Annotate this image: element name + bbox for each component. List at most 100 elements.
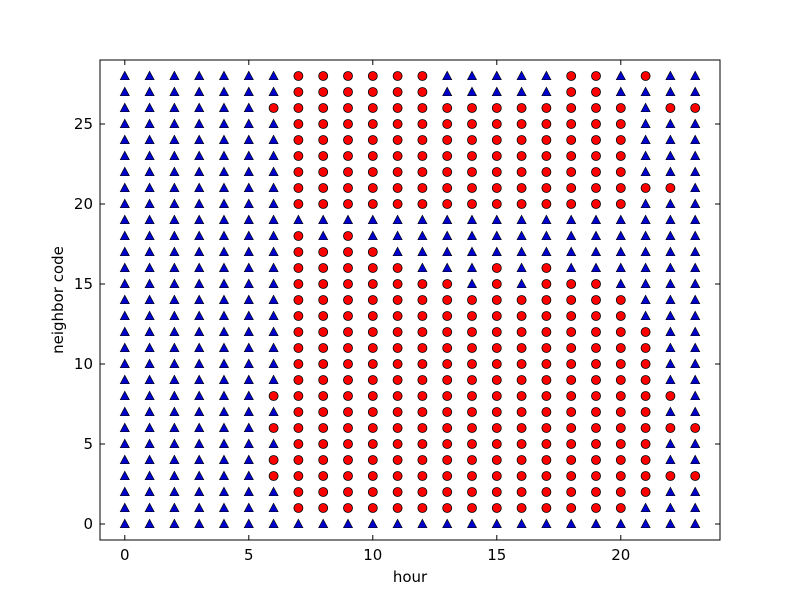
circle-marker [615,391,626,401]
circle-marker [392,135,403,145]
circle-marker [318,87,329,97]
triangle-marker [615,86,626,97]
triangle-marker [690,374,701,385]
triangle-marker [169,278,180,289]
circle-marker [442,471,453,481]
triangle-marker [243,230,254,241]
triangle-marker [268,198,279,209]
triangle-marker [243,86,254,97]
circle-marker [467,119,477,129]
circle-marker [293,247,304,257]
triangle-marker [665,438,676,449]
triangle-marker [218,214,230,225]
circle-marker [367,247,378,257]
triangle-marker [119,150,130,161]
circle-marker [566,423,577,433]
triangle-marker [690,326,701,337]
circle-marker [293,87,304,97]
triangle-marker [218,278,230,289]
circle-marker [591,359,601,369]
triangle-marker [218,342,230,353]
circle-marker [392,487,403,497]
triangle-marker [169,422,180,433]
circle-marker [293,135,304,145]
triangle-marker [218,118,230,129]
circle-marker [417,407,428,417]
triangle-marker [144,518,155,529]
circle-marker [566,327,577,337]
triangle-marker [466,518,478,529]
triangle-marker [119,198,130,209]
circle-marker [615,103,626,113]
triangle-marker [144,422,155,433]
circle-marker [392,119,403,129]
triangle-marker [243,70,254,81]
circle-marker [318,183,329,193]
triangle-marker [144,102,155,113]
circle-marker [491,343,502,353]
triangle-marker [119,166,130,177]
triangle-marker [218,486,230,497]
circle-marker [367,167,378,177]
triangle-marker [144,214,155,225]
triangle-marker [218,502,230,513]
circle-marker [417,295,428,305]
triangle-marker [144,278,155,289]
circle-marker [491,199,502,209]
triangle-marker [640,214,651,225]
triangle-marker [367,214,378,225]
triangle-marker [218,134,230,145]
circle-marker [343,183,353,193]
triangle-marker [218,166,230,177]
circle-marker [392,327,403,337]
triangle-marker [268,342,279,353]
circle-marker [516,343,527,353]
circle-marker [541,327,552,337]
circle-marker [467,391,477,401]
triangle-marker [690,246,701,257]
circle-marker [591,295,601,305]
circle-marker [467,327,477,337]
triangle-marker [566,214,577,225]
circle-marker [293,295,304,305]
circle-marker [367,71,378,81]
circle-marker [442,295,453,305]
circle-marker [392,279,403,289]
circle-marker [392,375,403,385]
x-axis-ticks: 0 5 10 15 20 [120,60,630,564]
circle-marker [541,311,552,321]
circle-marker [293,279,304,289]
triangle-marker [144,454,155,465]
circle-marker [591,183,601,193]
circle-marker [293,103,304,113]
circle-marker [293,167,304,177]
triangle-marker [169,182,180,193]
triangle-marker [690,278,701,289]
circle-marker [293,231,304,241]
triangle-marker [516,246,527,257]
triangle-marker [590,230,602,241]
triangle-marker [690,262,701,273]
circle-marker [343,103,353,113]
triangle-marker [516,70,527,81]
triangle-marker [218,294,230,305]
circle-marker [665,471,676,481]
triangle-marker [119,230,130,241]
circle-marker [516,471,527,481]
triangle-marker [690,358,701,369]
circle-marker [318,119,329,129]
circle-marker [541,151,552,161]
circle-marker [268,423,279,433]
circle-marker [491,279,502,289]
triangle-marker [342,518,354,529]
circle-marker [367,503,378,513]
circle-marker [343,455,353,465]
triangle-marker [144,486,155,497]
triangle-marker [119,278,130,289]
circle-marker [392,71,403,81]
circle-marker [442,343,453,353]
circle-marker [591,279,601,289]
circle-marker [640,407,651,417]
circle-marker [318,311,329,321]
y-tick-label: 10 [74,355,93,373]
